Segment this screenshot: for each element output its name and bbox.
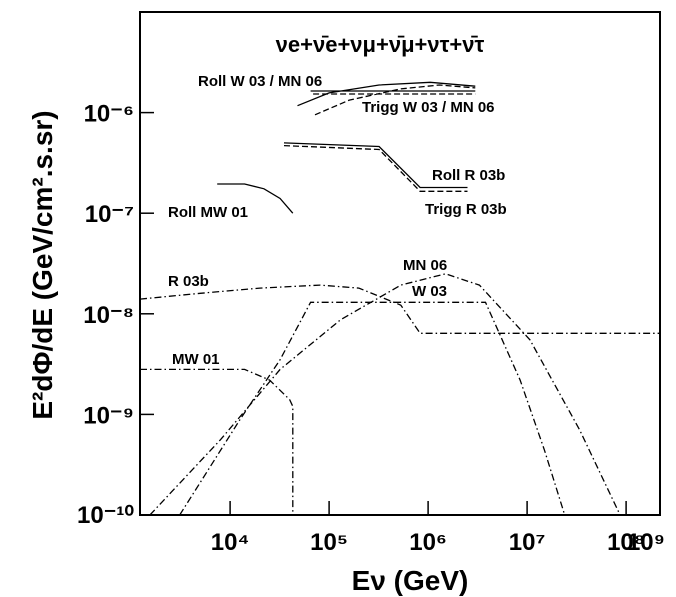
y-tick-label: 10⁻⁷ xyxy=(85,201,134,228)
series-label: MN 06 xyxy=(403,257,447,274)
x-tick-label: 10⁶ xyxy=(409,529,447,556)
series-label: R 03b xyxy=(168,273,209,290)
y-tick-label: 10⁻¹⁰ xyxy=(77,502,134,529)
series-line xyxy=(139,284,660,334)
series-label: Roll MW 01 xyxy=(168,204,248,221)
series-line xyxy=(283,144,468,192)
series-label: Trigg R 03b xyxy=(425,201,507,218)
series-line xyxy=(149,273,621,516)
series-line xyxy=(217,183,294,214)
series-line xyxy=(140,368,294,515)
series-line xyxy=(179,301,566,516)
x-axis-label: Eν (GeV) xyxy=(352,565,469,596)
y-tick-label: 10⁻⁶ xyxy=(84,101,134,128)
x-tick-label: 10⁹ xyxy=(627,529,665,556)
series-label: W 03 xyxy=(412,283,447,300)
x-tick-label: 10⁸ xyxy=(607,529,645,556)
x-tick-label: 10⁴ xyxy=(211,529,250,556)
x-tick-label: 10⁷ xyxy=(509,529,546,556)
plot-frame xyxy=(139,11,661,516)
series-line xyxy=(283,142,468,189)
series-label: Roll R 03b xyxy=(432,167,505,184)
y-tick-label: 10⁻⁸ xyxy=(83,302,134,329)
series-label: Trigg W 03 / MN 06 xyxy=(362,99,495,116)
y-tick-label: 10⁻⁹ xyxy=(83,402,134,429)
series-line xyxy=(313,84,476,116)
x-tick-label: 10⁵ xyxy=(310,529,348,556)
series-label: MW 01 xyxy=(172,351,220,368)
series-label: Roll W 03 / MN 06 xyxy=(198,73,322,90)
y-axis-label: E²dΦ/dE (GeV/cm².s.sr) xyxy=(27,110,58,419)
chart-title: νe+ν̄e+νμ+ν̄μ+ντ+ν̄τ xyxy=(276,32,485,57)
